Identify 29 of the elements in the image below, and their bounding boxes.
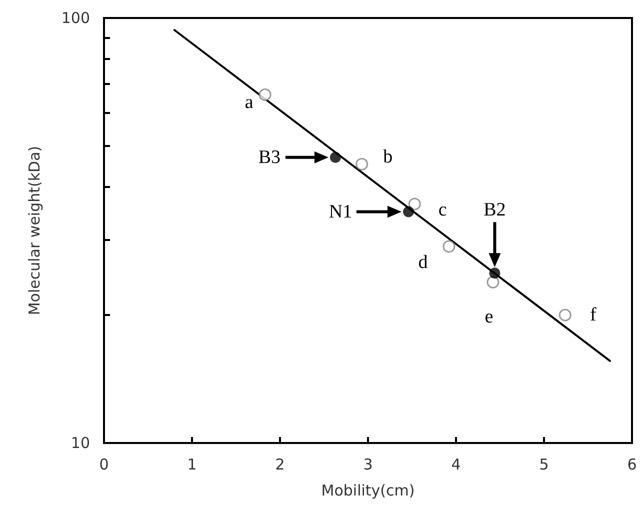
y-tick-label: 100 [61, 9, 90, 27]
annotation: B3 [258, 146, 281, 168]
annotation: e [484, 306, 494, 328]
point [356, 158, 368, 170]
x-tick-label: 3 [363, 456, 373, 474]
x-tick-label: 1 [187, 456, 197, 474]
point [442, 240, 456, 253]
y-axis-title: Molecular weight(kDa) [26, 146, 44, 316]
point [402, 206, 414, 218]
annotation: N1 [328, 201, 352, 222]
x-tick-label: 5 [539, 456, 549, 474]
point [486, 276, 500, 288]
point [408, 198, 421, 210]
annotation: b [383, 146, 393, 168]
x-tick-label: 0 [99, 456, 109, 474]
annotation: a [244, 92, 254, 114]
x-tick-label: 4 [451, 456, 461, 474]
annotation: c [438, 200, 447, 221]
point [330, 152, 341, 163]
annotation: f [590, 304, 597, 326]
annotation: d [418, 252, 428, 273]
point [558, 308, 572, 322]
point [489, 268, 500, 279]
point [258, 88, 272, 101]
y-tick-label: 10 [70, 434, 90, 452]
x-tick-label: 6 [627, 456, 637, 474]
annotation: B2 [484, 200, 506, 221]
x-tick-label: 2 [275, 456, 285, 474]
x-axis-title: Mobility(cm) [321, 482, 415, 500]
